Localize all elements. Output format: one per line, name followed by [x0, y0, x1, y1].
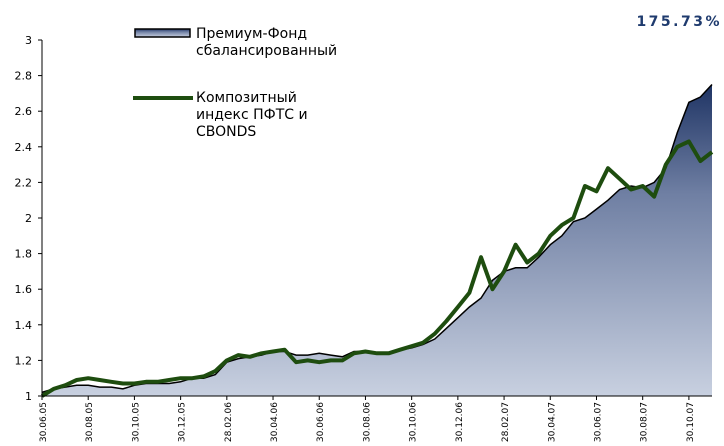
y-tick-label: 2.2: [15, 176, 33, 189]
x-tick-label: 30.06.06: [316, 402, 326, 442]
legend-swatch: [134, 28, 191, 38]
y-tick-label: 1.8: [15, 248, 33, 261]
y-tick-label: 3: [25, 34, 32, 47]
x-tick-label: 30.12.05: [178, 402, 188, 442]
x-tick-label: 30.10.05: [131, 402, 141, 442]
x-tick-label: 30.10.06: [409, 402, 419, 442]
x-tick-label: 30.12.06: [455, 402, 465, 442]
area: [42, 84, 712, 396]
y-tick-label: 2.6: [15, 105, 33, 118]
x-tick-label: 30.10.07: [686, 402, 696, 442]
annotation: 175.73%: [636, 14, 722, 30]
line: [40, 139, 714, 398]
x-tick-label: 30.04.07: [547, 402, 557, 442]
y-tick-label: 1.2: [15, 354, 33, 367]
x-tick-label: 30.08.05: [85, 402, 95, 442]
x-tick-label: 30.08.07: [640, 402, 650, 442]
y-tick-label: 2: [25, 212, 32, 225]
x-tick-label: 28.02.06: [224, 402, 234, 442]
x-tick-label: 28.02.07: [501, 402, 511, 442]
y-tick-label: 1.6: [15, 283, 33, 296]
y-tick-label: 2.8: [15, 70, 33, 83]
legend-label: Премиум-Фонд сбалансированный: [196, 26, 338, 59]
y-tick-label: 1.4: [15, 319, 33, 332]
x-tick-label: 30.08.06: [362, 402, 372, 442]
y-tick-label: 1: [25, 390, 32, 403]
x-tick-label: 30.06.05: [39, 402, 49, 442]
x-tick-label: 30.06.07: [593, 402, 603, 442]
y-tick-label: 2.4: [15, 141, 33, 154]
legend-label: Композитный индекс ПФТС и CBONDS: [196, 90, 308, 140]
x-tick-label: 30.04.06: [270, 402, 280, 442]
